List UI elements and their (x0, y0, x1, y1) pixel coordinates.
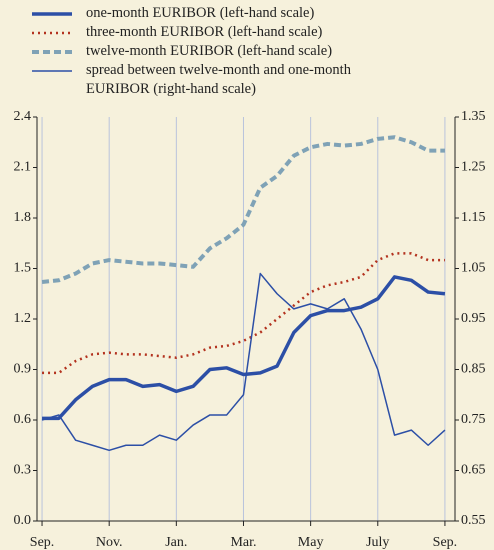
y-tick-label: 0.3 (14, 463, 32, 478)
series-line (42, 252, 445, 375)
y2-tick-label: 1.25 (461, 160, 486, 175)
y2-tick-label: 0.55 (461, 513, 486, 528)
y-tick-label: 1.5 (14, 261, 32, 276)
y2-tick-label: 0.65 (461, 463, 486, 478)
legend-item: one-month EURIBOR (left-hand scale) (30, 4, 386, 23)
y2-tick-label: 0.75 (461, 412, 486, 427)
legend: one-month EURIBOR (left-hand scale) three… (30, 4, 386, 99)
y2-tick-label: 1.15 (461, 210, 486, 225)
legend-label: one-month EURIBOR (left-hand scale) (86, 5, 315, 21)
legend-swatch (32, 31, 72, 35)
legend-label: twelve-month EURIBOR (left-hand scale) (86, 43, 333, 59)
x-tick-label: Sep. (30, 535, 55, 550)
series-line (41, 135, 445, 284)
y2-tick-label: 0.85 (461, 362, 486, 377)
legend-label: spread between twelve-month and one-mont… (86, 62, 351, 97)
x-tick-label: Sep. (433, 535, 458, 550)
y2-tick-label: 1.35 (461, 109, 486, 124)
legend-swatch (32, 50, 72, 54)
y-tick-label: 1.2 (14, 311, 32, 326)
x-tick-label: July (366, 535, 389, 550)
legend-item: three-month EURIBOR (left-hand scale) (30, 23, 386, 42)
legend-label: three-month EURIBOR (left-hand scale) (86, 24, 323, 40)
y-tick-label: 1.8 (14, 210, 32, 225)
x-tick-label: Nov. (96, 535, 123, 550)
y2-tick-label: 1.05 (461, 261, 486, 276)
legend-item: twelve-month EURIBOR (left-hand scale) (30, 42, 386, 61)
series-line (42, 275, 446, 421)
x-tick-label: Jan. (165, 535, 187, 550)
y-tick-label: 2.4 (14, 109, 32, 124)
legend-item: spread between twelve-month and one-mont… (30, 61, 386, 99)
y-tick-label: 0.6 (14, 412, 32, 427)
y-tick-label: 0.9 (14, 362, 32, 377)
y-tick-label: 0.0 (14, 513, 32, 528)
x-tick-label: Mar. (230, 535, 256, 550)
y-tick-label: 2.1 (14, 160, 32, 175)
series-line (41, 272, 446, 452)
y2-tick-label: 0.95 (461, 311, 486, 326)
legend-swatch (32, 70, 72, 72)
x-tick-label: May (298, 535, 324, 550)
legend-swatch (32, 12, 72, 16)
